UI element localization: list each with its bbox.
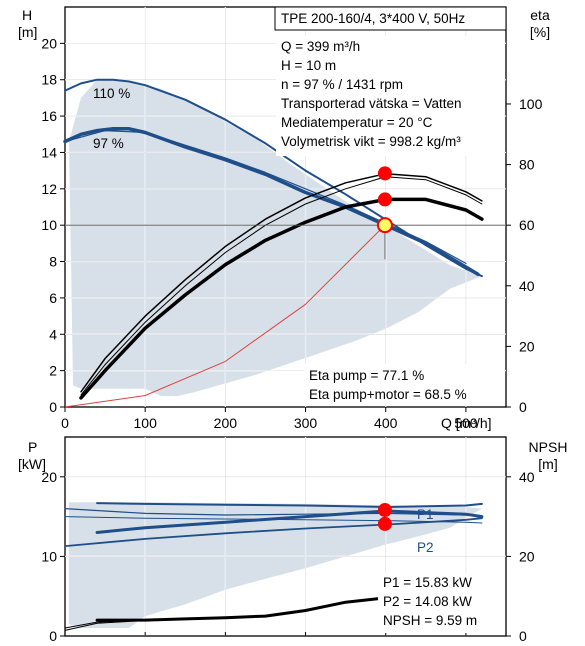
info-line-q: Q = 399 m³/h xyxy=(281,39,360,54)
top-y-tick-label: 6 xyxy=(49,290,57,306)
top-y-tick-label: 0 xyxy=(49,399,57,415)
top-x-axis-label: Q [m³/h] xyxy=(441,415,492,431)
bottom-series-4 xyxy=(64,516,483,524)
bottom-operating-envelope xyxy=(69,502,482,628)
top-y-right-tick-label: 100 xyxy=(519,96,543,112)
bottom-y-axis-label: P xyxy=(28,439,37,455)
bottom-y-right-axis-unit: [m] xyxy=(538,456,557,472)
top-x-tick-label: 200 xyxy=(214,415,238,431)
info-line-density: Volymetrisk vikt = 998.2 kg/m³ xyxy=(281,134,461,149)
bottom-y-axis-unit: [kW] xyxy=(18,456,46,472)
top-series-4 xyxy=(80,172,483,393)
top-x-tick-label: 500 xyxy=(454,415,478,431)
bottom-operating-point-0 xyxy=(377,502,392,517)
top-y-tick-label: 4 xyxy=(49,326,57,342)
top-y-tick-label: 18 xyxy=(41,72,57,88)
top-info-block: Q = 399 m³/h H = 10 m n = 97 % / 1431 rp… xyxy=(276,36,504,156)
bottom-panel: 0 10 20 0 20 40 P [kW] NPSH [m] P1 P2 P1 = 15… xyxy=(18,436,568,644)
bottom-series-7 xyxy=(64,620,146,631)
curve-label-p2: P2 xyxy=(417,540,434,555)
top-y-tick-label: 20 xyxy=(41,35,57,51)
eta-info-block: Eta pump = 77.1 % Eta pump+motor = 68.5 … xyxy=(304,364,504,404)
top-info-backdrop xyxy=(276,36,504,156)
top-y-axis-unit: [m] xyxy=(18,24,37,40)
bottom-y-right-tick-label: 20 xyxy=(519,548,535,564)
top-y-right-axis-label: eta xyxy=(530,7,550,23)
top-y-tick-label: 10 xyxy=(41,217,57,233)
top-series-5 xyxy=(80,176,483,396)
curve-label-p1: P1 xyxy=(417,507,434,522)
chart-title-box xyxy=(274,6,507,31)
top-y-tick-label: 14 xyxy=(41,144,57,160)
info-line-p1: P1 = 15.83 kW xyxy=(383,575,472,590)
top-point-layer xyxy=(65,166,506,260)
bottom-grid-layer xyxy=(65,437,506,636)
bottom-operating-point-1 xyxy=(377,516,392,531)
info-line-h: H = 10 m xyxy=(281,58,336,73)
top-operating-point-0 xyxy=(376,217,393,234)
chart-title: TPE 200-160/4, 3*400 V, 50Hz xyxy=(281,11,465,26)
info-line-n: n = 97 % / 1431 rpm xyxy=(281,77,403,92)
top-x-tick-label: 0 xyxy=(61,415,69,431)
bottom-y-tick-label: 10 xyxy=(41,548,57,564)
top-x-tick-label: 400 xyxy=(374,415,398,431)
bottom-series-6 xyxy=(64,619,146,629)
bottom-y-right-tick-label: 0 xyxy=(519,628,527,644)
top-y-axis-label: H xyxy=(22,7,32,23)
top-x-tick-label: 300 xyxy=(294,415,318,431)
bottom-envelope-layer xyxy=(69,502,482,628)
top-y-right-tick-label: 0 xyxy=(519,399,527,415)
info-line-p2: P2 = 14.08 kW xyxy=(383,594,472,609)
top-operating-point-2 xyxy=(377,192,392,207)
bottom-info-backdrop xyxy=(378,573,504,633)
top-y-right-tick-label: 60 xyxy=(519,217,535,233)
top-series-2 xyxy=(64,130,467,264)
top-x-tick-label: 100 xyxy=(134,415,158,431)
eta-pump-motor-text: Eta pump+motor = 68.5 % xyxy=(309,387,467,402)
bottom-y-tick-label: 0 xyxy=(49,628,57,644)
top-y-right-axis-unit: [%] xyxy=(530,24,550,40)
bottom-series-3 xyxy=(64,517,483,547)
bottom-y-right-axis-label: NPSH xyxy=(529,439,568,455)
bottom-y-tick-label: 20 xyxy=(41,469,57,485)
top-operating-point-1 xyxy=(377,166,392,181)
top-series-6 xyxy=(79,197,484,400)
top-series-1 xyxy=(63,127,480,277)
info-line-liquid: Transporterad vätska = Vatten xyxy=(281,96,461,111)
top-series-layer xyxy=(63,78,484,408)
top-y-right-tick-label: 40 xyxy=(519,278,535,294)
eta-info-backdrop xyxy=(304,364,504,404)
bottom-tick-layer: 0 10 20 0 20 40 xyxy=(41,469,534,644)
curve-label-110: 110 % xyxy=(93,86,130,101)
top-y-tick-label: 16 xyxy=(41,108,57,124)
bottom-series-2 xyxy=(95,509,484,534)
top-y-tick-label: 2 xyxy=(49,363,57,379)
top-operating-envelope xyxy=(69,79,482,397)
info-line-npsh: NPSH = 9.59 m xyxy=(383,613,477,628)
info-line-temperature: Mediatemperatur = 20 °C xyxy=(281,115,433,130)
top-envelope-layer xyxy=(69,79,482,397)
curve-label-97: 97 % xyxy=(93,136,124,151)
bottom-series-0 xyxy=(96,502,483,508)
top-y-tick-label: 12 xyxy=(41,181,57,197)
eta-pump-text: Eta pump = 77.1 % xyxy=(309,368,424,383)
top-series-3 xyxy=(64,224,386,408)
bottom-y-right-tick-label: 40 xyxy=(519,469,535,485)
top-y-tick-label: 8 xyxy=(49,254,57,270)
bottom-info-block: P1 = 15.83 kW P2 = 14.08 kW NPSH = 9.59 … xyxy=(378,573,504,633)
top-y-right-tick-label: 80 xyxy=(519,157,535,173)
top-y-right-tick-label: 20 xyxy=(519,338,535,354)
